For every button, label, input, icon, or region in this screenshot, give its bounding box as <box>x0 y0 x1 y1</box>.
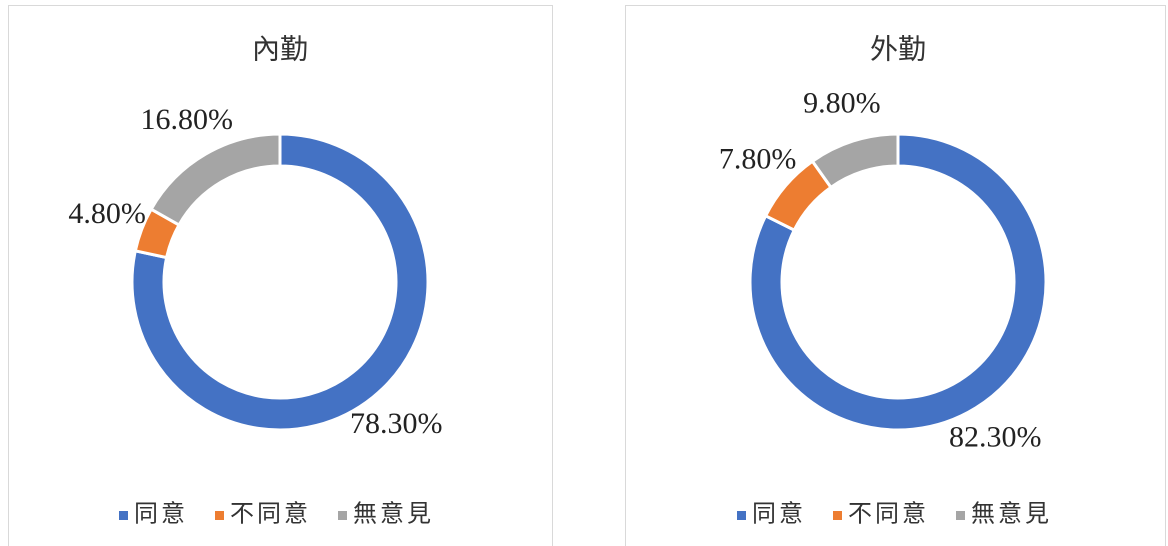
legend-label: 無意見 <box>971 501 1052 528</box>
donut-segment <box>810 132 900 190</box>
donut-segment <box>130 132 430 432</box>
legend-label: 同意 <box>752 501 806 528</box>
data-label: 4.80% <box>68 197 146 230</box>
data-label: 82.30% <box>949 420 1042 453</box>
legend-swatch <box>956 511 965 520</box>
legend-swatch <box>737 511 746 520</box>
legend-swatch <box>119 511 128 520</box>
legend-label: 無意見 <box>353 501 434 528</box>
panel-frame <box>625 5 1166 546</box>
legend-swatch <box>215 511 224 520</box>
legend-label: 不同意 <box>230 501 311 528</box>
donut-segment <box>149 132 282 227</box>
data-label: 9.80% <box>803 87 881 120</box>
data-label: 16.80% <box>140 103 233 136</box>
panel-frame <box>8 5 553 546</box>
legend-swatch <box>338 511 347 520</box>
data-label: 7.80% <box>719 142 797 175</box>
legend-label: 不同意 <box>848 501 929 528</box>
chart-title: 外勤 <box>870 33 926 65</box>
data-label: 78.30% <box>350 407 443 440</box>
chart-title: 內勤 <box>252 33 308 65</box>
legend-label: 同意 <box>134 501 188 528</box>
donut-segment <box>748 132 1048 432</box>
legend-swatch <box>833 511 842 520</box>
